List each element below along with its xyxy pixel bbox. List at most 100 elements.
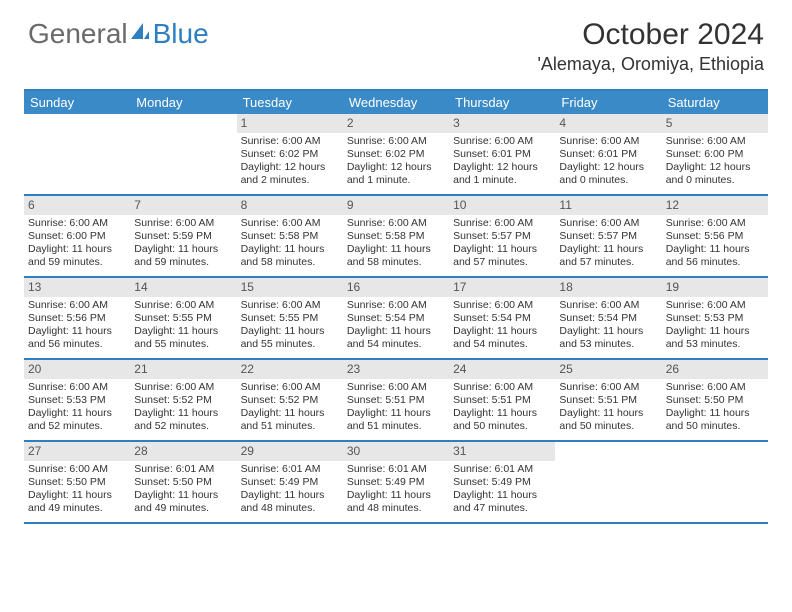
daylight-text: Daylight: 11 hours and 49 minutes. [134, 489, 232, 515]
day-cell: 14Sunrise: 6:00 AMSunset: 5:55 PMDayligh… [130, 278, 236, 358]
sunset-text: Sunset: 5:56 PM [666, 230, 764, 243]
sunrise-text: Sunrise: 6:00 AM [559, 381, 657, 394]
day-body: Sunrise: 6:00 AMSunset: 5:50 PMDaylight:… [24, 461, 130, 520]
day-number: 25 [555, 360, 661, 379]
sunset-text: Sunset: 6:01 PM [453, 148, 551, 161]
day-number: 3 [449, 114, 555, 133]
sunset-text: Sunset: 5:57 PM [559, 230, 657, 243]
day-cell: 17Sunrise: 6:00 AMSunset: 5:54 PMDayligh… [449, 278, 555, 358]
sunrise-text: Sunrise: 6:00 AM [241, 381, 339, 394]
day-number: 21 [130, 360, 236, 379]
day-body: Sunrise: 6:00 AMSunset: 5:54 PMDaylight:… [449, 297, 555, 356]
day-body: Sunrise: 6:00 AMSunset: 5:53 PMDaylight:… [24, 379, 130, 438]
sunrise-text: Sunrise: 6:01 AM [134, 463, 232, 476]
daylight-text: Daylight: 11 hours and 52 minutes. [134, 407, 232, 433]
day-body: Sunrise: 6:00 AMSunset: 6:02 PMDaylight:… [237, 133, 343, 192]
day-number: 23 [343, 360, 449, 379]
sunrise-text: Sunrise: 6:00 AM [559, 217, 657, 230]
header: General Blue October 2024 'Alemaya, Orom… [0, 0, 792, 83]
sunset-text: Sunset: 5:52 PM [134, 394, 232, 407]
day-cell: 16Sunrise: 6:00 AMSunset: 5:54 PMDayligh… [343, 278, 449, 358]
logo: General Blue [28, 18, 209, 50]
sunrise-text: Sunrise: 6:00 AM [28, 217, 126, 230]
day-cell: 25Sunrise: 6:00 AMSunset: 5:51 PMDayligh… [555, 360, 661, 440]
day-number [555, 442, 661, 461]
day-cell: 18Sunrise: 6:00 AMSunset: 5:54 PMDayligh… [555, 278, 661, 358]
month-title: October 2024 [537, 18, 764, 52]
calendar: SundayMondayTuesdayWednesdayThursdayFrid… [24, 89, 768, 524]
sunset-text: Sunset: 6:00 PM [28, 230, 126, 243]
sunrise-text: Sunrise: 6:00 AM [666, 299, 764, 312]
day-body: Sunrise: 6:00 AMSunset: 5:51 PMDaylight:… [449, 379, 555, 438]
day-body: Sunrise: 6:00 AMSunset: 5:52 PMDaylight:… [237, 379, 343, 438]
sunrise-text: Sunrise: 6:00 AM [559, 299, 657, 312]
daylight-text: Daylight: 11 hours and 48 minutes. [347, 489, 445, 515]
day-number: 24 [449, 360, 555, 379]
daylight-text: Daylight: 11 hours and 54 minutes. [347, 325, 445, 351]
sunrise-text: Sunrise: 6:00 AM [134, 381, 232, 394]
day-number: 22 [237, 360, 343, 379]
location-text: 'Alemaya, Oromiya, Ethiopia [537, 54, 764, 75]
day-number: 18 [555, 278, 661, 297]
day-body: Sunrise: 6:00 AMSunset: 5:52 PMDaylight:… [130, 379, 236, 438]
day-number: 2 [343, 114, 449, 133]
sunset-text: Sunset: 6:00 PM [666, 148, 764, 161]
day-body: Sunrise: 6:00 AMSunset: 6:02 PMDaylight:… [343, 133, 449, 192]
day-cell: 2Sunrise: 6:00 AMSunset: 6:02 PMDaylight… [343, 114, 449, 194]
day-cell: 8Sunrise: 6:00 AMSunset: 5:58 PMDaylight… [237, 196, 343, 276]
day-body: Sunrise: 6:00 AMSunset: 5:56 PMDaylight:… [24, 297, 130, 356]
logo-text-blue: Blue [153, 18, 209, 50]
day-number: 28 [130, 442, 236, 461]
day-number [130, 114, 236, 133]
sunset-text: Sunset: 5:55 PM [134, 312, 232, 325]
dow-cell: Tuesday [237, 91, 343, 114]
day-cell: 29Sunrise: 6:01 AMSunset: 5:49 PMDayligh… [237, 442, 343, 522]
daylight-text: Daylight: 11 hours and 55 minutes. [134, 325, 232, 351]
daylight-text: Daylight: 11 hours and 55 minutes. [241, 325, 339, 351]
daylight-text: Daylight: 12 hours and 2 minutes. [241, 161, 339, 187]
day-cell: 9Sunrise: 6:00 AMSunset: 5:58 PMDaylight… [343, 196, 449, 276]
logo-text-general: General [28, 18, 128, 50]
day-number: 11 [555, 196, 661, 215]
day-body: Sunrise: 6:00 AMSunset: 5:53 PMDaylight:… [662, 297, 768, 356]
day-body: Sunrise: 6:00 AMSunset: 5:56 PMDaylight:… [662, 215, 768, 274]
daylight-text: Daylight: 12 hours and 1 minute. [347, 161, 445, 187]
sunrise-text: Sunrise: 6:00 AM [666, 217, 764, 230]
day-cell [24, 114, 130, 194]
day-number: 6 [24, 196, 130, 215]
day-cell: 12Sunrise: 6:00 AMSunset: 5:56 PMDayligh… [662, 196, 768, 276]
day-body: Sunrise: 6:00 AMSunset: 5:54 PMDaylight:… [343, 297, 449, 356]
week-row: 1Sunrise: 6:00 AMSunset: 6:02 PMDaylight… [24, 114, 768, 196]
daylight-text: Daylight: 11 hours and 48 minutes. [241, 489, 339, 515]
sunrise-text: Sunrise: 6:00 AM [453, 135, 551, 148]
day-body: Sunrise: 6:00 AMSunset: 5:58 PMDaylight:… [237, 215, 343, 274]
daylight-text: Daylight: 12 hours and 0 minutes. [559, 161, 657, 187]
sunrise-text: Sunrise: 6:00 AM [453, 299, 551, 312]
daylight-text: Daylight: 11 hours and 50 minutes. [666, 407, 764, 433]
day-number: 13 [24, 278, 130, 297]
sunset-text: Sunset: 5:53 PM [28, 394, 126, 407]
sunrise-text: Sunrise: 6:00 AM [134, 217, 232, 230]
day-number: 27 [24, 442, 130, 461]
sunrise-text: Sunrise: 6:00 AM [134, 299, 232, 312]
daylight-text: Daylight: 11 hours and 53 minutes. [666, 325, 764, 351]
sunset-text: Sunset: 5:54 PM [453, 312, 551, 325]
day-body: Sunrise: 6:01 AMSunset: 5:49 PMDaylight:… [449, 461, 555, 520]
sunrise-text: Sunrise: 6:00 AM [241, 217, 339, 230]
title-block: October 2024 'Alemaya, Oromiya, Ethiopia [537, 18, 764, 75]
day-cell: 4Sunrise: 6:00 AMSunset: 6:01 PMDaylight… [555, 114, 661, 194]
day-body [130, 133, 236, 139]
day-number: 12 [662, 196, 768, 215]
dow-cell: Saturday [662, 91, 768, 114]
daylight-text: Daylight: 12 hours and 1 minute. [453, 161, 551, 187]
day-body: Sunrise: 6:01 AMSunset: 5:49 PMDaylight:… [237, 461, 343, 520]
sunset-text: Sunset: 5:59 PM [134, 230, 232, 243]
sunrise-text: Sunrise: 6:00 AM [241, 135, 339, 148]
day-cell: 15Sunrise: 6:00 AMSunset: 5:55 PMDayligh… [237, 278, 343, 358]
daylight-text: Daylight: 11 hours and 58 minutes. [347, 243, 445, 269]
sunset-text: Sunset: 5:53 PM [666, 312, 764, 325]
daylight-text: Daylight: 11 hours and 57 minutes. [559, 243, 657, 269]
sunrise-text: Sunrise: 6:00 AM [559, 135, 657, 148]
sunset-text: Sunset: 5:52 PM [241, 394, 339, 407]
sunrise-text: Sunrise: 6:00 AM [347, 299, 445, 312]
